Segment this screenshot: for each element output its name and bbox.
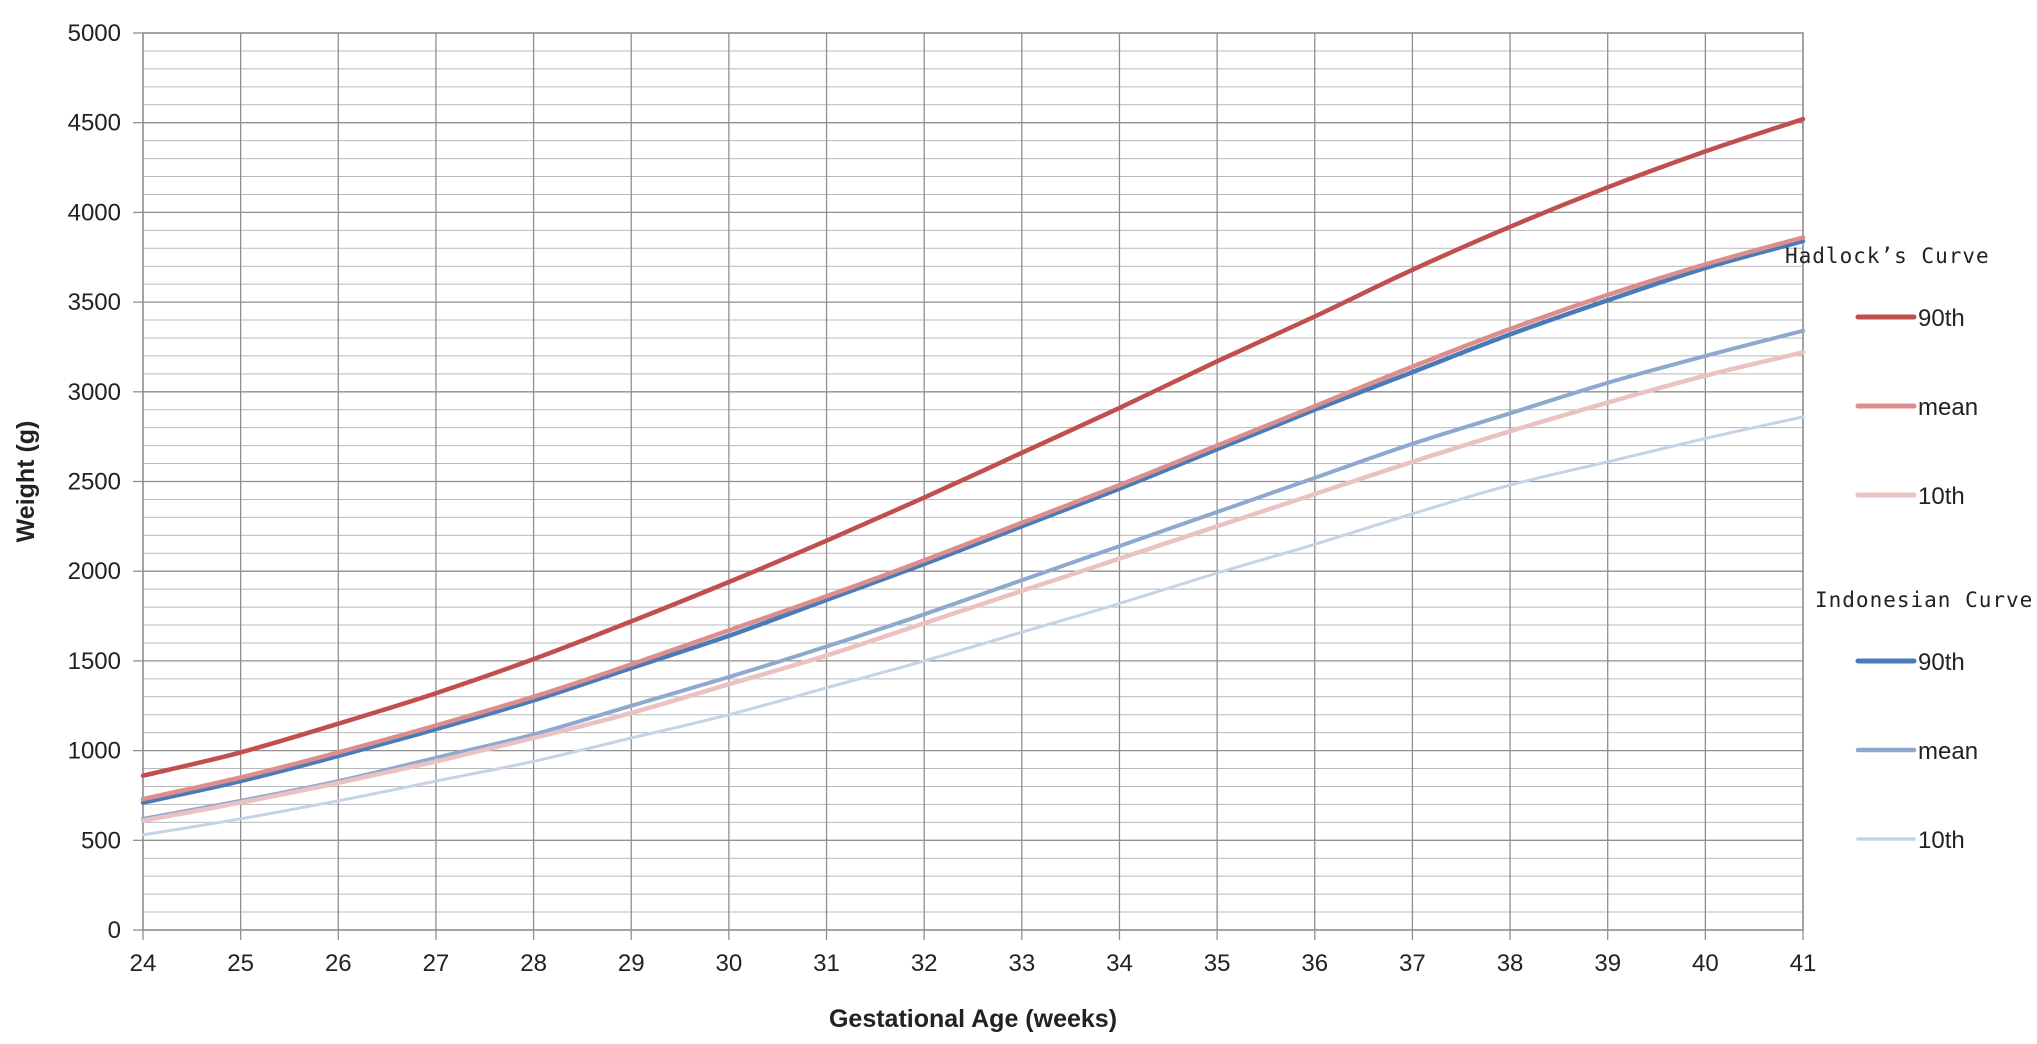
y-tick-label: 4000 (68, 199, 121, 226)
x-tick-label: 27 (423, 950, 450, 977)
y-tick-label: 500 (81, 827, 121, 854)
x-tick-label: 26 (325, 950, 352, 977)
series-line-hadlock-10th (140, 350, 1806, 823)
y-axis-title: Weight (g) (12, 421, 40, 543)
x-tick-label: 38 (1497, 950, 1524, 977)
y-tick-label: 3500 (68, 289, 121, 316)
x-tick-label: 36 (1301, 950, 1328, 977)
legend-group-title: Hadlock’s Curve (1785, 244, 1990, 268)
y-tick-label: 1500 (68, 648, 121, 675)
grid (142, 32, 1804, 931)
legend: Hadlock’s Curve 90th mean 10th Indonesian Cu… (1785, 244, 2033, 854)
x-tick-label: 29 (618, 950, 645, 977)
y-tick-label: 3000 (68, 379, 121, 406)
legend-label: mean (1918, 394, 1978, 421)
series-line-indonesian-10th (141, 415, 1805, 837)
y-tick-label: 0 (108, 917, 121, 944)
series-line-indonesian-mean (141, 328, 1805, 821)
legend-label: 90th (1918, 649, 1965, 676)
x-tick-label: 32 (911, 950, 938, 977)
x-tick-label: 25 (227, 950, 254, 977)
legend-label: mean (1918, 738, 1978, 765)
x-tick-label: 28 (520, 950, 547, 977)
x-tick-label: 30 (716, 950, 743, 977)
x-tick-label: 40 (1692, 950, 1719, 977)
y-tick-label: 1000 (68, 738, 121, 765)
x-tick-label: 39 (1594, 950, 1621, 977)
x-tick-labels: 24 25 26 27 28 29 30 31 32 33 34 35 36 37 38 39 40 41 (130, 930, 1817, 977)
series-line-hadlock-mean (140, 235, 1806, 802)
series-lines (140, 116, 1806, 837)
x-tick-label: 34 (1106, 950, 1133, 977)
series-line-indonesian-90th (140, 238, 1806, 805)
legend-label: 10th (1918, 827, 1965, 854)
y-tick-label: 5000 (68, 20, 121, 47)
y-tick-label: 4500 (68, 110, 121, 137)
x-tick-label: 41 (1790, 950, 1817, 977)
x-tick-label: 24 (130, 950, 157, 977)
legend-group-title: Indonesian Curve (1815, 588, 2033, 612)
x-tick-label: 31 (813, 950, 840, 977)
legend-label: 90th (1918, 305, 1965, 332)
x-tick-label: 37 (1399, 950, 1426, 977)
legend-label: 10th (1918, 483, 1965, 510)
y-tick-labels: 0 500 1000 1500 2000 2500 3000 3500 4000 4500 5000 (68, 20, 143, 944)
y-tick-label: 2000 (68, 558, 121, 585)
y-tick-label: 2500 (68, 469, 121, 496)
series-line-hadlock-90th (140, 116, 1806, 778)
x-tick-label: 35 (1204, 950, 1231, 977)
x-axis-title: Gestational Age (weeks) (829, 1005, 1117, 1033)
x-tick-label: 33 (1008, 950, 1035, 977)
